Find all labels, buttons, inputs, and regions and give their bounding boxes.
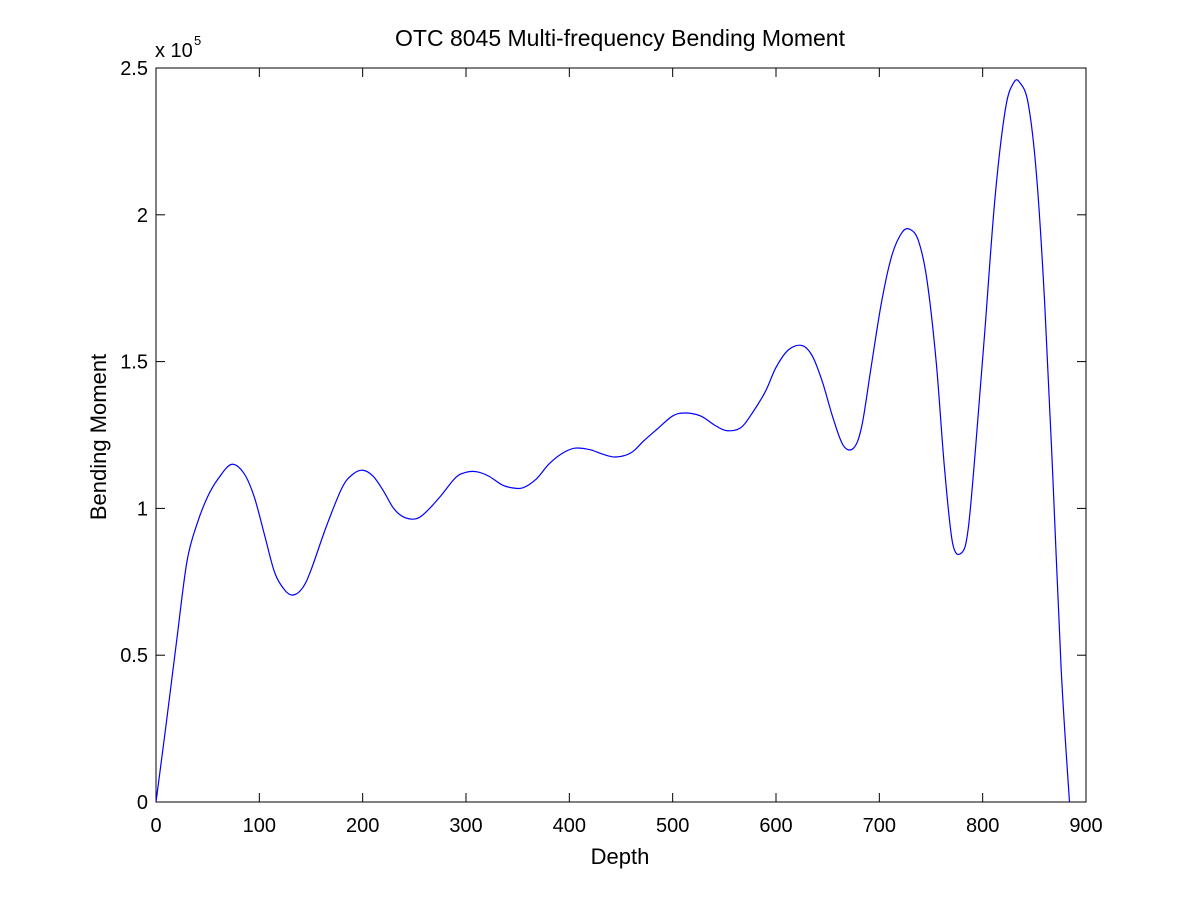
x-tick-label: 700: [863, 815, 896, 837]
x-axis-ticks: 0 100 200 300 400 500 600 700 800 900: [150, 68, 1103, 837]
y-exponent-power: 5: [194, 33, 201, 48]
x-tick-label: 200: [346, 815, 379, 837]
x-tick-label: 900: [1069, 815, 1102, 837]
y-exponent-prefix: x 10: [155, 40, 193, 62]
x-tick-label: 300: [449, 815, 482, 837]
x-tick-label: 800: [966, 815, 999, 837]
x-tick-label: 400: [553, 815, 586, 837]
y-tick-label: 2.5: [120, 58, 148, 80]
x-tick-label: 0: [150, 815, 161, 837]
y-tick-label: 1: [137, 498, 148, 520]
y-axis-label: Bending Moment: [86, 354, 111, 520]
y-exponent-label: x 10 5: [155, 33, 201, 62]
y-tick-label: 0.5: [120, 645, 148, 667]
x-tick-label: 100: [243, 815, 276, 837]
y-tick-label: 1.5: [120, 352, 148, 374]
x-axis-label: Depth: [591, 844, 650, 869]
bending-moment-series-line: [155, 79, 1071, 803]
y-tick-label: 2: [137, 205, 148, 227]
chart-title: OTC 8045 Multi-frequency Bending Moment: [395, 25, 846, 51]
y-axis-ticks: 0 0.5 1 1.5 2 2.5: [120, 58, 1086, 814]
y-tick-label: 0: [137, 792, 148, 814]
plot-area-border: [155, 67, 1087, 803]
x-tick-label: 600: [759, 815, 792, 837]
x-tick-label: 500: [656, 815, 689, 837]
